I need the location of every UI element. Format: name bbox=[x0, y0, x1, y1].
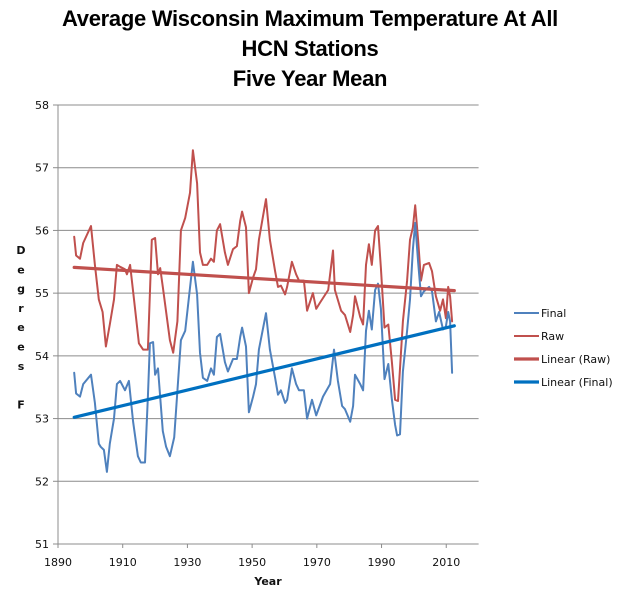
chart-title: Average Wisconsin Maximum Temperature At… bbox=[0, 4, 620, 94]
series-line-final bbox=[73, 221, 454, 473]
x-tick-label: 1990 bbox=[368, 556, 396, 569]
y-tick-label: 57 bbox=[35, 162, 49, 175]
axes bbox=[57, 105, 479, 545]
y-axis-title-char: e bbox=[17, 321, 24, 334]
y-axis-title-char: e bbox=[17, 263, 24, 276]
series-line-linear-raw bbox=[72, 265, 456, 293]
legend-item: Raw bbox=[514, 330, 564, 343]
legend-item: Linear (Final) bbox=[514, 376, 613, 389]
x-tick-label: 1890 bbox=[44, 556, 72, 569]
series-line-raw bbox=[73, 149, 454, 402]
y-axis-title-char: s bbox=[18, 360, 25, 373]
y-axis-title-char: r bbox=[18, 302, 24, 315]
legend: Final Raw Linear (Raw) Linear (Final) bbox=[514, 307, 613, 389]
legend-label: Final bbox=[541, 307, 566, 320]
y-axis-title-char: e bbox=[17, 341, 24, 354]
series-line-linear-final bbox=[72, 324, 456, 419]
legend-label: Linear (Raw) bbox=[541, 353, 610, 366]
chart-title-line-3: Five Year Mean bbox=[232, 66, 388, 91]
y-tick-label: 51 bbox=[35, 538, 49, 551]
x-tick-label: 1930 bbox=[173, 556, 201, 569]
y-tick-label: 53 bbox=[35, 413, 49, 426]
x-axis-title: Year bbox=[253, 575, 282, 588]
y-axis-title-char: D bbox=[16, 244, 25, 257]
y-tick-label: 56 bbox=[35, 224, 49, 237]
x-axis-ticks: 1890 1910 1930 1950 1970 1990 2010 bbox=[44, 544, 460, 569]
x-tick-label: 1950 bbox=[238, 556, 266, 569]
gridlines bbox=[58, 104, 479, 482]
y-tick-label: 55 bbox=[35, 287, 49, 300]
y-tick-label: 52 bbox=[35, 475, 49, 488]
chart-title-line-2: HCN Stations bbox=[241, 36, 379, 61]
y-axis-title-char: F bbox=[17, 398, 25, 411]
y-tick-label: 54 bbox=[35, 350, 49, 363]
y-tick-label: 58 bbox=[35, 99, 49, 112]
legend-label: Raw bbox=[541, 330, 564, 343]
legend-label: Linear (Final) bbox=[541, 376, 613, 389]
y-axis-ticks: 51 52 53 54 55 56 57 58 bbox=[35, 99, 58, 551]
x-tick-label: 1970 bbox=[303, 556, 331, 569]
chart-title-line-1: Average Wisconsin Maximum Temperature At… bbox=[62, 6, 558, 31]
legend-item: Linear (Raw) bbox=[514, 353, 610, 366]
x-tick-label: 1910 bbox=[109, 556, 137, 569]
x-tick-label: 2010 bbox=[432, 556, 460, 569]
y-axis-title-char: g bbox=[17, 283, 25, 296]
legend-item: Final bbox=[514, 307, 566, 320]
plot-series bbox=[72, 149, 456, 473]
